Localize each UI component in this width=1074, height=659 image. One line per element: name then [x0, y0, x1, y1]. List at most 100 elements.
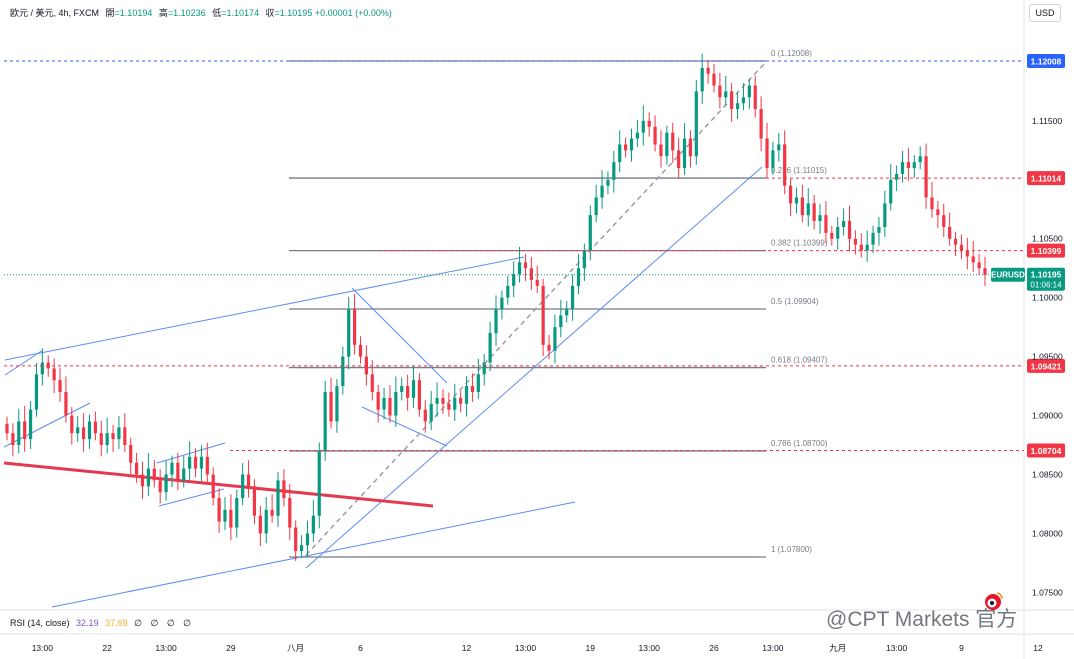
trend-line[interactable]	[156, 442, 226, 464]
candle	[199, 445, 204, 482]
candle	[476, 358, 480, 400]
candle-body	[912, 162, 916, 169]
last-price-value: 1.10195	[1031, 270, 1062, 280]
candle-body	[847, 221, 852, 239]
trend-line[interactable]	[351, 287, 448, 384]
time-tick-label: 19	[586, 643, 596, 653]
candle	[812, 194, 816, 230]
candle-body	[600, 185, 604, 198]
price-tag[interactable]: 1.12008	[1027, 54, 1065, 68]
candle-body	[223, 509, 227, 522]
candle-body	[635, 132, 639, 139]
price-tick-label: 1.07500	[1032, 587, 1063, 597]
candle	[376, 384, 380, 423]
candle-body	[794, 197, 799, 204]
trend-line[interactable]	[361, 406, 448, 447]
candle	[488, 321, 492, 371]
candle	[547, 334, 551, 360]
candle	[146, 453, 150, 497]
candle	[948, 212, 952, 246]
candle	[353, 293, 357, 355]
candle	[205, 442, 209, 485]
candle-body	[241, 474, 245, 499]
symbol-tag-bg	[991, 267, 1025, 282]
candle	[229, 494, 233, 541]
candle-body	[294, 527, 298, 552]
candle	[694, 80, 698, 165]
rsi-legend[interactable]: RSI (14, close) 32.19 37.69 ∅ ∅ ∅ ∅	[10, 618, 194, 629]
candle-body	[565, 309, 569, 316]
candle-body	[217, 498, 221, 522]
candle	[559, 299, 563, 338]
candle-body	[559, 315, 563, 328]
candle-body	[400, 386, 404, 392]
candle-body	[942, 215, 946, 227]
trend-drawings[interactable]	[3, 61, 767, 608]
price-tag-label: 1.12008	[1031, 57, 1062, 67]
candle-body	[529, 268, 533, 281]
candle	[983, 256, 987, 287]
price-tag[interactable]: 1.11014	[1027, 171, 1065, 186]
candle-body	[335, 386, 339, 422]
candle	[918, 146, 922, 170]
candle	[865, 230, 869, 262]
price-axis[interactable]: 1.12008 1.11014 1.10399 1.09421 1.08704 EURUS…	[991, 54, 1065, 597]
rsi-value: 32.19	[76, 618, 99, 628]
price-tag-bg	[1027, 54, 1065, 68]
candle-body	[594, 197, 598, 216]
candle	[741, 83, 746, 111]
candle-body	[759, 109, 763, 139]
candle	[606, 171, 610, 195]
candle-body	[788, 185, 793, 204]
price-tick-label: 1.10000	[1032, 293, 1063, 303]
candle-body	[859, 244, 863, 251]
symbol-tag[interactable]: EURUSD	[991, 267, 1025, 282]
candle	[188, 441, 192, 480]
candle	[806, 187, 810, 227]
candle-body	[87, 421, 92, 440]
candle	[783, 130, 787, 195]
candle-body	[52, 368, 56, 381]
candle	[906, 147, 911, 181]
candle-body	[977, 262, 981, 269]
symbol-title[interactable]: 欧元 / 美元, 4h, FXCM	[10, 8, 100, 18]
candle-body	[140, 474, 145, 487]
candle-body	[317, 450, 321, 516]
candle-body	[783, 144, 787, 186]
currency-button[interactable]: USD	[1029, 4, 1061, 22]
trend-line[interactable]	[3, 402, 91, 448]
fibonacci-retracement[interactable]: 0 (1.12008) 0.236 (1.11015) 0.382 (1.10399…	[289, 49, 828, 558]
candle	[553, 314, 557, 364]
candle	[682, 123, 687, 176]
price-tag[interactable]: 1.10399	[1027, 243, 1065, 258]
candle	[299, 535, 304, 559]
candle	[977, 253, 981, 276]
candle	[152, 460, 156, 488]
support-trend-line[interactable]	[3, 461, 434, 508]
candle	[718, 72, 722, 109]
price-tag[interactable]: 1.09421	[1027, 358, 1065, 373]
price-tag[interactable]: 1.08704	[1027, 443, 1065, 458]
price-tick-label: 1.09000	[1032, 411, 1063, 421]
candle-body	[211, 474, 215, 499]
candle-body	[276, 480, 280, 516]
candle	[5, 416, 9, 441]
time-axis[interactable]: 13:00 22 13:00 29 八月 6 12 13:00 19 13:00 26 13:00 九月…	[32, 643, 1043, 653]
trend-line[interactable]	[4, 256, 525, 361]
candle	[712, 63, 716, 93]
candle	[411, 366, 416, 408]
candle	[824, 201, 828, 243]
candle	[117, 416, 121, 450]
fib-level-label: 0.5 (1.09904)	[771, 297, 819, 306]
candle-body	[176, 462, 180, 481]
trend-line[interactable]	[51, 501, 576, 608]
candle	[258, 505, 262, 547]
candle-body	[193, 456, 198, 469]
candle-body	[341, 356, 345, 387]
candle-body	[612, 162, 616, 180]
candle-body	[494, 309, 498, 334]
candle	[494, 295, 498, 346]
